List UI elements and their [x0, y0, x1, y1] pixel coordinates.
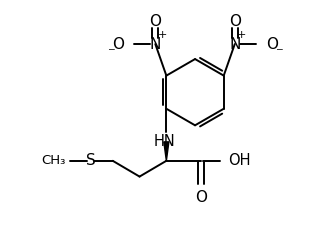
- Text: +: +: [237, 30, 247, 40]
- Text: +: +: [158, 30, 167, 40]
- Text: O: O: [229, 14, 241, 29]
- Text: ⁻: ⁻: [275, 45, 283, 60]
- Text: O: O: [149, 14, 161, 29]
- Text: O: O: [266, 37, 278, 52]
- Text: CH₃: CH₃: [42, 154, 66, 167]
- Text: OH: OH: [229, 153, 251, 168]
- Text: O: O: [195, 190, 207, 205]
- Polygon shape: [164, 142, 169, 161]
- Text: O: O: [112, 37, 124, 52]
- Text: N: N: [150, 37, 161, 52]
- Text: N: N: [229, 37, 240, 52]
- Text: S: S: [86, 153, 95, 168]
- Text: HN: HN: [154, 134, 176, 149]
- Text: ⁻: ⁻: [107, 45, 115, 60]
